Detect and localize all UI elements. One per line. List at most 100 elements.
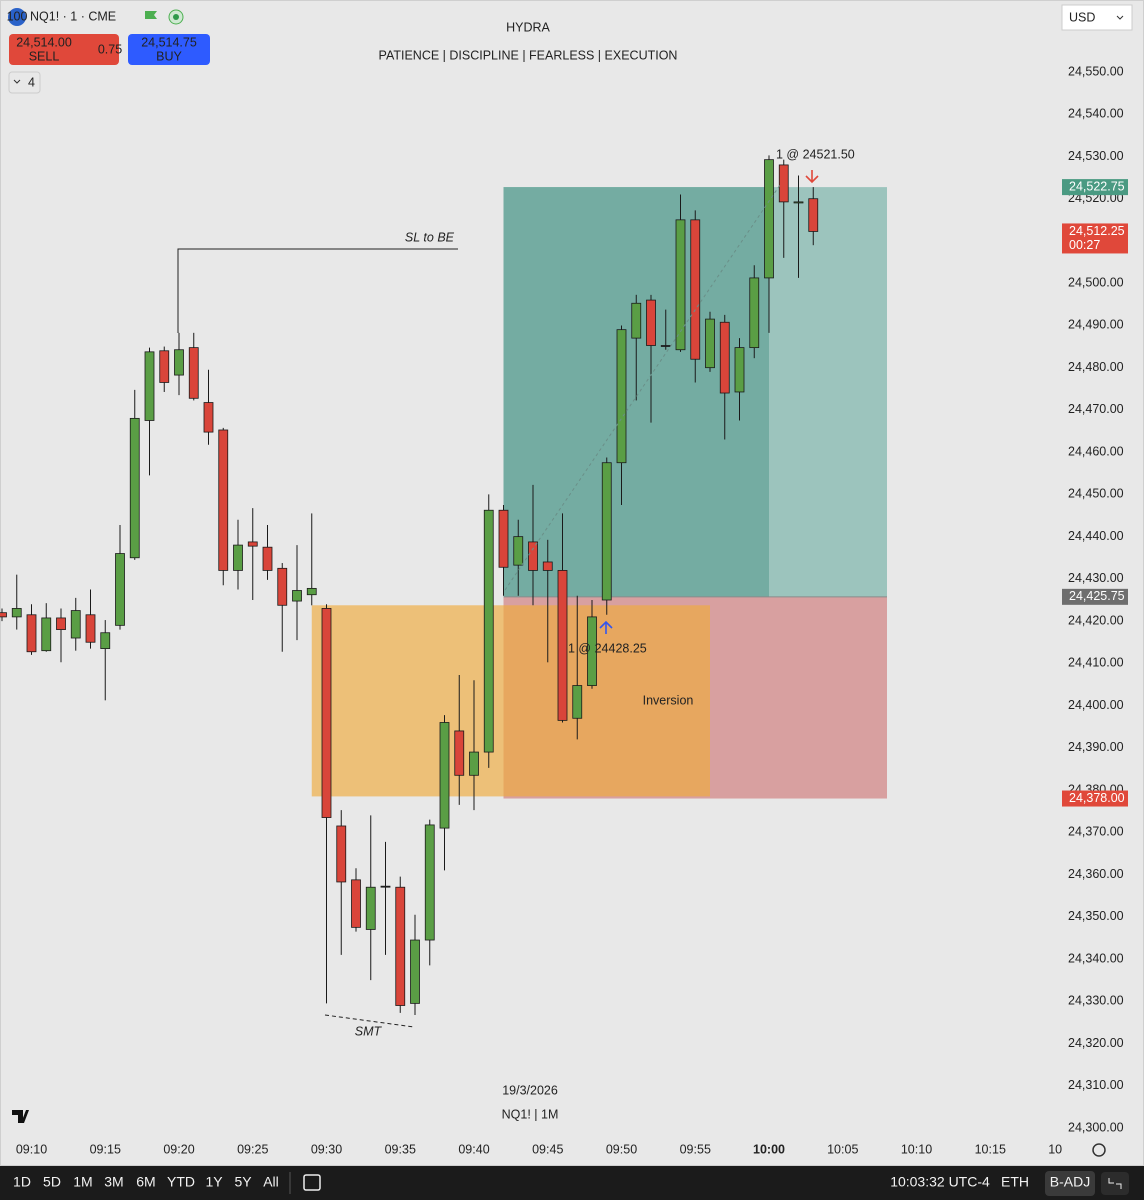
calendar-icon[interactable]: [303, 1174, 321, 1191]
y-tick-label: 24,340.00: [1068, 951, 1124, 965]
buy-text[interactable]: BUY: [156, 49, 182, 63]
spread: 0.75: [98, 42, 122, 56]
candle-body: [351, 879, 361, 928]
candle-body: [306, 587, 317, 596]
range-all[interactable]: All: [263, 1174, 279, 1190]
overlays: SL to BE SMT Inversion 1 @ 24521.50 1 @ …: [12, 20, 855, 1123]
watermark-title: HYDRA: [506, 20, 550, 34]
sell-price[interactable]: 24,514.00: [16, 35, 72, 49]
x-tick-label: 10:10: [901, 1142, 932, 1156]
candle-body: [439, 722, 450, 829]
y-tick-label: 24,430.00: [1068, 571, 1124, 585]
candle-body: [749, 277, 760, 349]
flag-icon: [145, 11, 157, 19]
range-6m[interactable]: 6M: [136, 1174, 155, 1190]
toolbar: 1D 5D 1M 3M 6M YTD 1Y 5Y All 10:03:32 UT…: [0, 1166, 1144, 1200]
sell-text[interactable]: SELL: [29, 49, 60, 63]
price-badge: [1062, 179, 1128, 196]
x-tick-label: 09:50: [606, 1142, 637, 1156]
adj-label[interactable]: B-ADJ: [1050, 1174, 1090, 1190]
buy-button[interactable]: [128, 34, 210, 65]
y-tick-label: 24,470.00: [1068, 402, 1124, 416]
candle-body: [218, 429, 229, 571]
candle-body: [395, 886, 406, 1006]
y-tick-label: 24,350.00: [1068, 909, 1124, 923]
y-tick-label: 24,480.00: [1068, 360, 1124, 374]
candle-body: [557, 570, 568, 721]
y-tick-label: 24,310.00: [1068, 1078, 1124, 1092]
sell-arrow: [805, 170, 819, 184]
y-tick-label: 24,300.00: [1068, 1120, 1124, 1134]
candle-body: [321, 608, 332, 818]
smt-line: [324, 1014, 415, 1028]
x-tick-label: 09:55: [680, 1142, 711, 1156]
x-tick-label: 09:20: [163, 1142, 194, 1156]
candle-body: [690, 219, 701, 360]
x-tick-label: 09:10: [16, 1142, 47, 1156]
candle-body: [336, 825, 347, 883]
candle-body: [174, 349, 184, 376]
range-5y[interactable]: 5Y: [234, 1174, 252, 1190]
expand-icon: [1108, 1178, 1122, 1189]
x-tick-label: 10:00: [753, 1142, 785, 1156]
x-tick-label: 09:40: [458, 1142, 489, 1156]
candle-body: [188, 347, 199, 399]
candle-body: [675, 219, 686, 351]
candle-body: [764, 159, 774, 279]
buy-price[interactable]: 24,514.75: [141, 35, 197, 49]
candle-body: [159, 350, 170, 383]
y-tick-label: 24,440.00: [1068, 529, 1124, 543]
price-badge-label: 24,522.75: [1069, 179, 1125, 193]
session[interactable]: ETH: [1001, 1174, 1029, 1190]
candle-body: [601, 462, 612, 601]
range-ytd[interactable]: YTD: [167, 1174, 195, 1190]
x-tick-label: 09:35: [385, 1142, 416, 1156]
y-tick-label: 24,460.00: [1068, 444, 1124, 458]
range-1y[interactable]: 1Y: [205, 1174, 223, 1190]
sl-line: [177, 248, 458, 333]
currency-select[interactable]: [1061, 4, 1133, 31]
sl-label: SL to BE: [405, 230, 455, 244]
range-1d[interactable]: 1D: [13, 1174, 31, 1190]
candle-body: [454, 730, 465, 776]
candle-body: [247, 541, 258, 547]
candle-body: [262, 546, 273, 571]
range-1m[interactable]: 1M: [73, 1174, 92, 1190]
y-tick-label: 24,530.00: [1068, 149, 1124, 163]
y-tick-label: 24,330.00: [1068, 994, 1124, 1008]
sell-button[interactable]: [9, 34, 119, 65]
watermark-subtitle: PATIENCE | DISCIPLINE | FEARLESS | EXECU…: [379, 48, 678, 62]
candle-body: [129, 417, 140, 559]
range-3m[interactable]: 3M: [104, 1174, 123, 1190]
candle-body: [646, 299, 656, 346]
symbol: NQ1! · 1 · CME: [30, 9, 116, 23]
price-badge: [1062, 588, 1128, 605]
candle-body: [410, 939, 420, 1004]
chevron: [13, 79, 21, 84]
candle-body: [26, 614, 37, 653]
y-tick-label: 24,540.00: [1068, 107, 1124, 121]
expand-button[interactable]: [1101, 1172, 1129, 1195]
indicator-toggle[interactable]: [8, 71, 41, 94]
candle-body: [719, 321, 730, 394]
candle-body: [233, 544, 243, 571]
header: 100 NQ1! · 1 · CME 24,514.00 SELL 0.75 2…: [7, 8, 210, 94]
candle-body: [778, 164, 789, 203]
inversion-label: Inversion: [643, 693, 694, 707]
candle-body: [734, 347, 745, 393]
y-tick-label: 24,370.00: [1068, 825, 1124, 839]
candle-body: [100, 632, 111, 649]
price-badge: [1062, 223, 1128, 254]
x-tick-label: 10:15: [975, 1142, 1006, 1156]
adj-button[interactable]: [1045, 1171, 1095, 1196]
indicator-count[interactable]: 4: [28, 75, 35, 89]
y-tick-label: 24,550.00: [1068, 64, 1124, 78]
candle-body: [56, 617, 66, 630]
candle-body: [808, 198, 819, 232]
range-5d[interactable]: 5D: [43, 1174, 61, 1190]
candle-body: [528, 541, 538, 571]
settings-icon[interactable]: [1092, 1143, 1106, 1157]
candles: [0, 155, 819, 1016]
currency[interactable]: USD: [1069, 10, 1095, 24]
y-tick-label: 24,390.00: [1068, 740, 1124, 754]
